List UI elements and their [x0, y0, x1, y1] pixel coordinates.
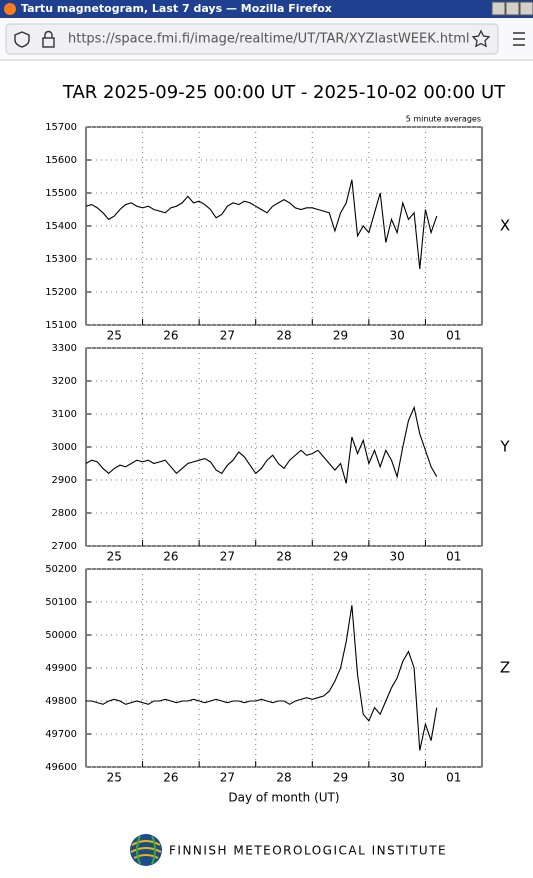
firefox-icon — [4, 3, 16, 15]
x-tick-label: 28 — [276, 550, 291, 564]
y-tick-label: 50200 — [45, 564, 77, 575]
y-tick-label: 15700 — [45, 122, 77, 133]
x-tick-label: 27 — [220, 550, 235, 564]
url-text[interactable]: https://space.fmi.fi/image/realtime/UT/T… — [68, 32, 470, 47]
x-axis-label: Day of month (UT) — [228, 791, 339, 805]
charts: 15100 15200 15300 15400 15500 15600 15700 25 26 2… — [45, 115, 510, 805]
x-tick-label: 25 — [107, 329, 122, 343]
close-button[interactable] — [519, 1, 533, 16]
x-tick-label: 26 — [163, 771, 178, 785]
maximize-button[interactable] — [505, 1, 520, 16]
y-tick-label: 3100 — [52, 409, 77, 420]
window-title: Tartu magnetogram, Last 7 days — Mozilla… — [21, 2, 332, 15]
chart-title: TAR 2025-09-25 00:00 UT - 2025-10-02 00:… — [62, 82, 506, 103]
x-tick-label: 01 — [446, 329, 461, 343]
menu-button[interactable] — [513, 32, 525, 46]
url-bar[interactable] — [5, 23, 499, 55]
title-bar — [0, 0, 533, 18]
y-tick-label: 50000 — [45, 630, 77, 641]
y-tick-label: 49900 — [45, 663, 77, 674]
fmi-logo — [130, 834, 162, 866]
lock-icon[interactable] — [42, 37, 55, 48]
x-tick-label: 28 — [276, 329, 291, 343]
lock-shackle — [44, 30, 53, 38]
footer-text: FINNISH METEOROLOGICAL INSTITUTE — [169, 844, 447, 858]
x-tick-label: 01 — [446, 550, 461, 564]
data-line — [85, 405, 438, 484]
plot-frame — [85, 347, 483, 547]
y-tick-label: 50100 — [45, 597, 77, 608]
minimize-button[interactable] — [491, 1, 506, 16]
x-tick-label: 26 — [163, 550, 178, 564]
x-tick-label: 27 — [220, 771, 235, 785]
y-tick-label: 15300 — [45, 254, 77, 265]
y-tick-label: 3000 — [52, 442, 77, 453]
subtitle: 5 minute averages — [406, 115, 481, 124]
panel-label: Z — [500, 659, 510, 677]
bookmark-star[interactable] — [471, 29, 491, 48]
x-tick-label: 25 — [107, 550, 122, 564]
y-tick-label: 15400 — [45, 221, 77, 232]
x-tick-label: 25 — [107, 771, 122, 785]
plot-frame — [85, 126, 483, 326]
logo-meridians — [136, 835, 156, 865]
x-tick-label: 30 — [390, 771, 405, 785]
x-tick-label: 28 — [276, 771, 291, 785]
x-tick-label: 29 — [333, 771, 348, 785]
y-tick-label: 2800 — [52, 508, 77, 519]
panel-label: Y — [499, 438, 510, 456]
x-tick-label: 29 — [333, 550, 348, 564]
x-tick-label: 01 — [446, 771, 461, 785]
logo-waves — [130, 840, 162, 859]
shield-icon[interactable] — [14, 31, 30, 48]
y-tick-label: 2700 — [52, 541, 77, 552]
x-tick-label: 26 — [163, 329, 178, 343]
x-tick-label: 30 — [390, 329, 405, 343]
panel-label: X — [500, 217, 510, 235]
data-line — [85, 179, 438, 269]
x-tick-label: 30 — [390, 550, 405, 564]
data-line — [86, 605, 438, 751]
y-tick-label: 49800 — [45, 696, 77, 707]
x-tick-label: 29 — [333, 329, 348, 343]
y-tick-label: 15500 — [45, 188, 77, 199]
y-tick-label: 2900 — [52, 475, 77, 486]
y-tick-label: 3200 — [52, 376, 77, 387]
y-tick-label: 15200 — [45, 287, 77, 298]
x-tick-label: 27 — [220, 329, 235, 343]
y-tick-label: 15100 — [45, 320, 77, 331]
y-tick-label: 3300 — [52, 343, 77, 354]
y-tick-label: 49700 — [45, 729, 77, 740]
y-tick-label: 49600 — [45, 762, 77, 773]
y-tick-label: 15600 — [45, 155, 77, 166]
